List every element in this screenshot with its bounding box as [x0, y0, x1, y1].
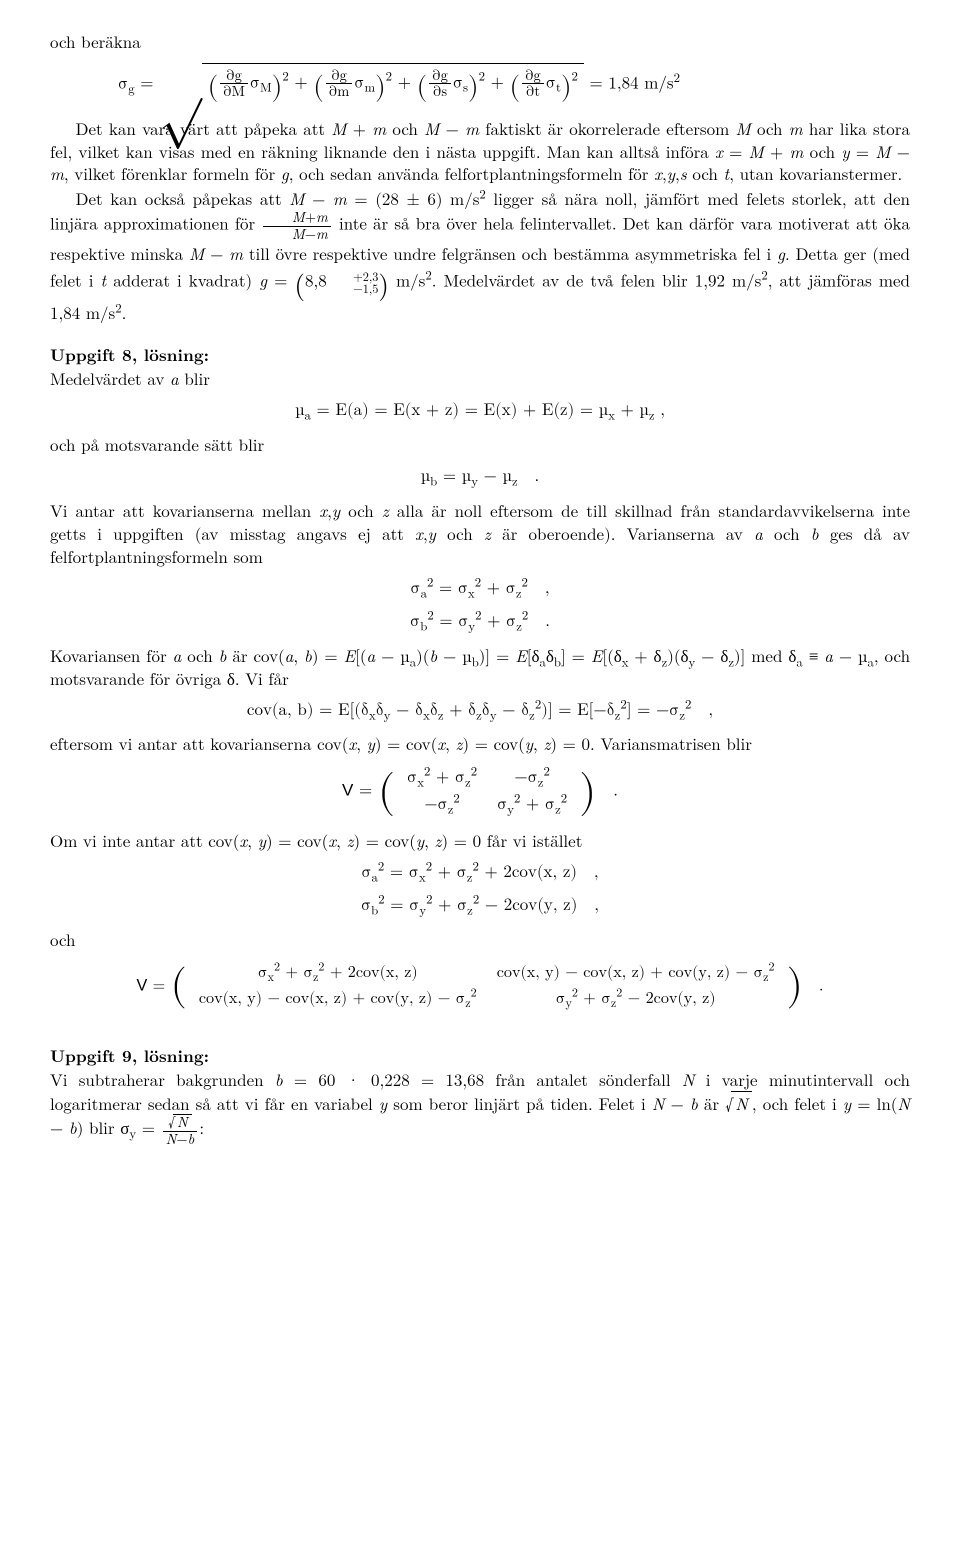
eq-mu-b: µb = µy − µz .	[50, 466, 910, 489]
p8d: Kovariansen för a och b är cov(a, b) = E…	[50, 644, 910, 690]
matrix-V2: V = (σx2 + σz2 + 2cov(x, z)cov(x, y) − c…	[50, 961, 910, 1013]
matrix-V1: V = (σx2 + σz2−σz2−σz2σy2 + σz2) .	[50, 765, 910, 819]
eq-sigma-g: σg = √(∂g∂MσM)2 + (∂g∂mσm)2 + (∂g∂sσs)2 …	[50, 63, 910, 107]
p8f: Om vi inte antar att cov(x, y) = cov(x, …	[50, 829, 910, 852]
eq-mu-a: µa = E(a) = E(x + z) = E(x) + E(z) = µx …	[50, 400, 910, 423]
p8c: Vi antar att kovarianserna mellan x,y oc…	[50, 499, 910, 568]
p8b: och på motsvarande sätt blir	[50, 433, 910, 456]
p8g: och	[50, 928, 910, 951]
eq-var-b: σb2 = σy2 + σz2 .	[50, 611, 910, 634]
eq-cov-ab: cov(a, b) = E[(δxδy − δxδz + δzδy − δz2)…	[50, 700, 910, 723]
eq-var-a: σa2 = σx2 + σz2 ,	[50, 578, 910, 601]
eq-var-a2: σa2 = σx2 + σz2 + 2cov(x, z) ,	[50, 862, 910, 885]
para-1: Det kan vara värt att påpeka att M + m o…	[50, 117, 910, 186]
heading-uppgift-8: Uppgift 8, lösning:	[50, 344, 910, 367]
para-2: Det kan också påpekas att M − m = (28 ± …	[50, 187, 910, 324]
p8a: Medelvärdet av a blir	[50, 367, 910, 390]
eq-var-b2: σb2 = σy2 + σz2 − 2cov(y, z) ,	[50, 895, 910, 918]
p8e: eftersom vi antar att kovarianserna cov(…	[50, 732, 910, 755]
heading-uppgift-9: Uppgift 9, lösning:	[50, 1045, 910, 1068]
p9: Vi subtraherar bakgrunden b = 60 · 0,228…	[50, 1068, 910, 1147]
intro-line: och beräkna	[50, 30, 910, 53]
